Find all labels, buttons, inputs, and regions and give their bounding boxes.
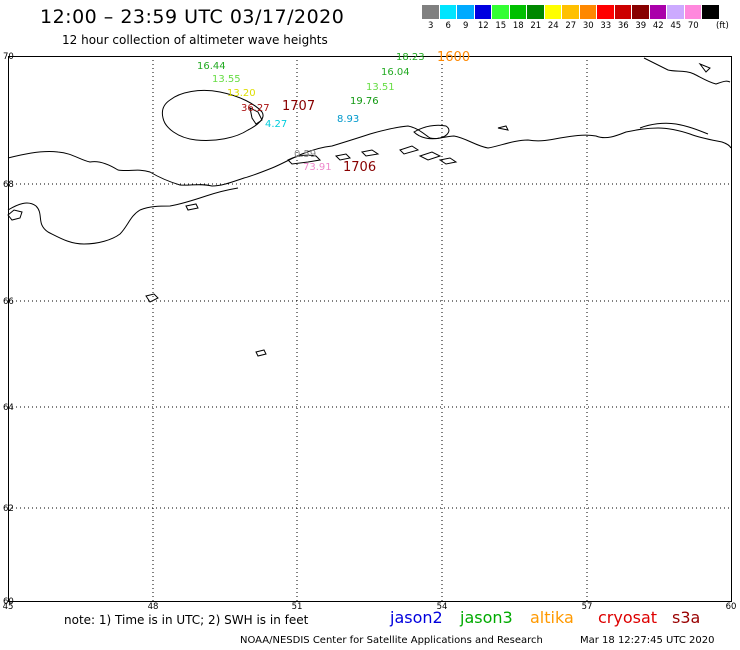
latitude-tick-label: 64 [3, 403, 14, 413]
wave-height-label: 16.44 [197, 61, 226, 72]
legend-swatch [667, 5, 685, 19]
longitude-tick-label: 51 [292, 602, 303, 612]
footer-credit: NOAA/NESDIS Center for Satellite Applica… [240, 635, 543, 646]
longitude-tick-label: 54 [437, 602, 448, 612]
legend-label: 42 [652, 21, 664, 31]
wave-height-label: 13.20 [227, 88, 256, 99]
wave-height-label: 4.27 [265, 119, 287, 130]
wave-height-label: 19.76 [350, 96, 379, 107]
wave-height-label: 18.23 [396, 52, 425, 63]
legend-label: 36 [617, 21, 629, 31]
wave-height-label: 16.04 [381, 67, 410, 78]
mission-cryosat: cryosat [598, 608, 658, 627]
mainland-coastline [7, 125, 732, 187]
legend-swatch [509, 5, 527, 19]
legend-swatch [492, 5, 510, 19]
legend-swatch [544, 5, 562, 19]
wave-height-label: 0.59 [294, 149, 316, 160]
longitude-tick-label: 48 [148, 602, 159, 612]
legend-label: 15 [495, 21, 507, 31]
page-subtitle: 12 hour collection of altimeter wave hei… [62, 33, 328, 47]
pechora-bay-islands [287, 145, 458, 165]
mission-s3a: s3a [672, 608, 701, 627]
legend-swatch [562, 5, 580, 19]
legend-swatch [439, 5, 457, 19]
legend-labels: 3 6 9 12 15 18 21 24 27 30 33 36 39 42 45 70 [422, 21, 720, 31]
longitude-tick-label: 60 [726, 602, 737, 612]
page-title: 12:00 – 23:59 UTC 03/17/2020 [40, 6, 345, 28]
legend-label: 21 [530, 21, 542, 31]
latitude-tick-label: 66 [3, 297, 14, 307]
legend-label: 24 [547, 21, 559, 31]
wave-height-label: 1707 [282, 99, 315, 114]
wave-height-label: 13.55 [212, 74, 241, 85]
legend-swatch [649, 5, 667, 19]
kolguyev-spit [249, 107, 263, 125]
legend-label: 70 [687, 21, 699, 31]
legend-label: 6 [445, 21, 451, 31]
legend-swatch [527, 5, 545, 19]
legend-swatch [614, 5, 632, 19]
legend-label: 39 [635, 21, 647, 31]
legend-label: 45 [670, 21, 682, 31]
cape-kanin [7, 209, 23, 221]
longitude-labels: 45 48 51 54 57 60 [3, 602, 737, 612]
legend-swatch [422, 5, 440, 19]
vaygach-island [413, 124, 450, 140]
wave-height-label: 1706 [343, 160, 376, 175]
longitude-tick-label: 57 [582, 602, 593, 612]
mission-altika: altika [530, 608, 574, 627]
graticule [8, 56, 731, 601]
latitude-tick-label: 60 [3, 597, 14, 607]
wave-height-label: 36.27 [241, 103, 270, 114]
legend-label: 33 [600, 21, 612, 31]
footer-note: note: 1) Time is in UTC; 2) SWH is in fe… [64, 613, 309, 627]
mission-jason2: jason2 [390, 608, 443, 627]
wave-height-label: 73.91 [303, 162, 332, 173]
wave-height-label: 1600 [437, 50, 470, 65]
legend-label: 9 [463, 21, 469, 31]
kolguyev-island [161, 89, 264, 141]
longitude-tick-label: 45 [3, 602, 14, 612]
legend-swatch [474, 5, 492, 19]
legend-swatch [684, 5, 702, 19]
legend-swatch [632, 5, 650, 19]
map-frame [8, 56, 732, 602]
mission-jason3: jason3 [460, 608, 513, 627]
legend-swatch [457, 5, 475, 19]
legend-swatch [579, 5, 597, 19]
legend-label: 27 [565, 21, 577, 31]
legend-unit: (ft) [716, 21, 729, 31]
legend-label: 3 [428, 21, 434, 31]
legend-swatch [597, 5, 615, 19]
latitude-tick-label: 68 [3, 180, 14, 190]
footer-timestamp: Mar 18 12:27:45 UTC 2020 [580, 635, 715, 646]
wave-height-observations: 16.44 13.55 13.20 36.27 4.27 1707 18.23 1600 16.… [197, 50, 470, 175]
legend-label: 12 [477, 21, 489, 31]
latitude-tick-label: 70 [3, 52, 14, 62]
novaya-zemlya-south [643, 57, 731, 85]
legend-swatches [422, 5, 720, 19]
legend-label: 18 [512, 21, 524, 31]
yamal-coast [639, 122, 709, 135]
wave-height-label: 8.93 [337, 114, 359, 125]
color-scale-legend: 3 6 9 12 15 18 21 24 27 30 33 36 39 42 45 70 [422, 5, 720, 31]
legend-swatch [702, 5, 720, 19]
inland-coast-west [7, 187, 239, 245]
small-islands [145, 125, 509, 357]
wave-height-label: 13.51 [366, 82, 395, 93]
latitude-labels: 70 68 66 64 62 60 [3, 52, 14, 607]
legend-label: 30 [582, 21, 594, 31]
latitude-tick-label: 62 [3, 504, 14, 514]
